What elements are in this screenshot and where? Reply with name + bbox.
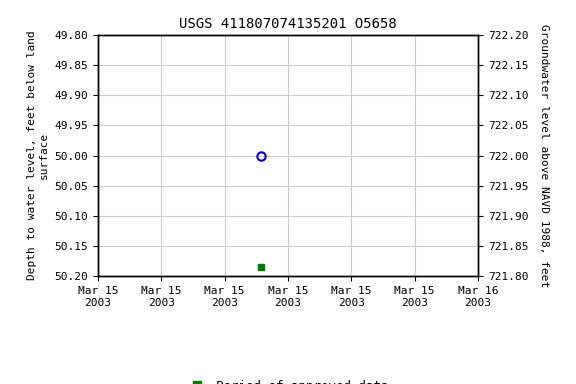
Y-axis label: Depth to water level, feet below land
surface: Depth to water level, feet below land su… — [27, 31, 49, 280]
Legend: Period of approved data: Period of approved data — [183, 375, 393, 384]
Title: USGS 411807074135201 O5658: USGS 411807074135201 O5658 — [179, 17, 397, 31]
Y-axis label: Groundwater level above NAVD 1988, feet: Groundwater level above NAVD 1988, feet — [539, 24, 550, 287]
